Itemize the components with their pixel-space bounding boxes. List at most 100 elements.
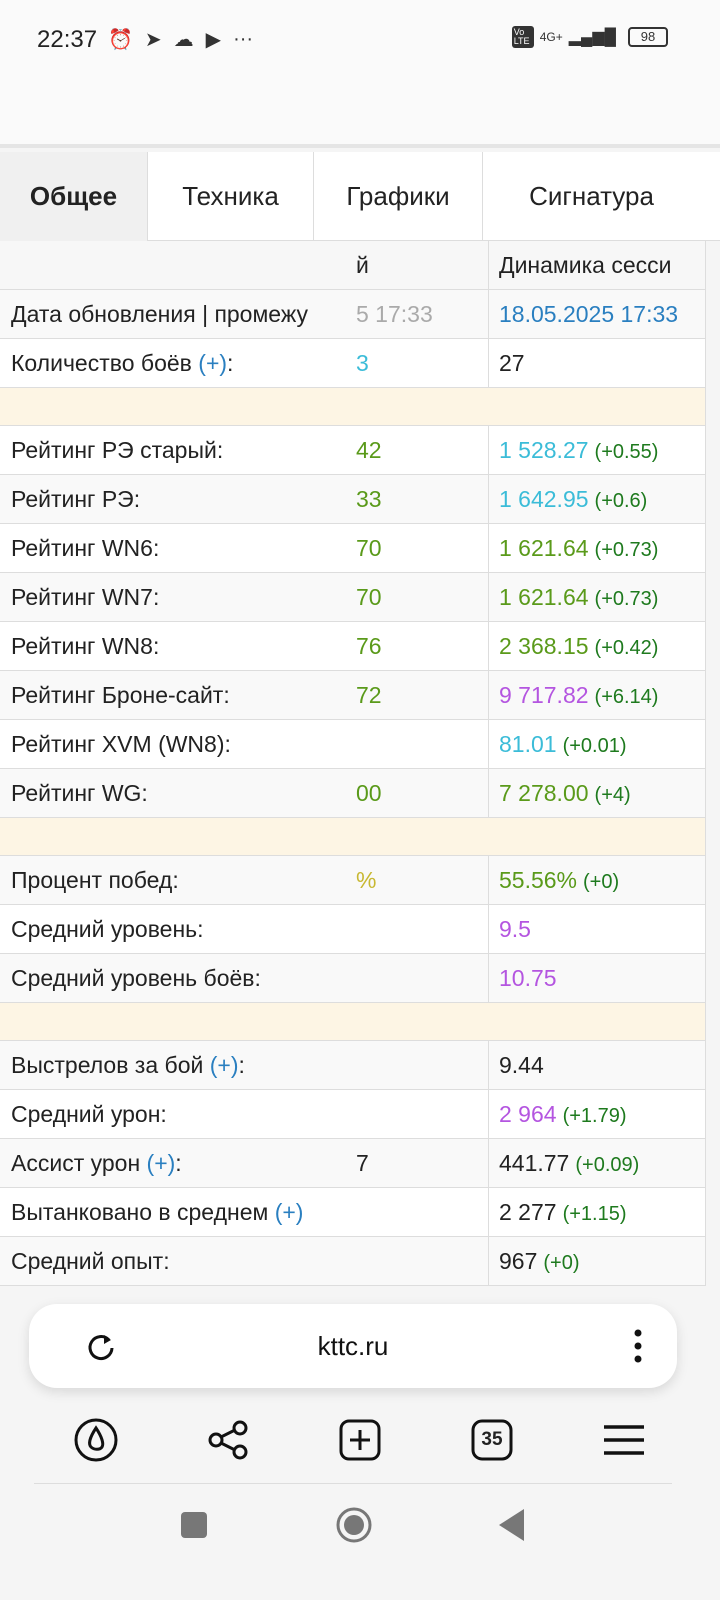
delta: (+0.09): [575, 1154, 640, 1176]
tabs-button[interactable]: 35: [462, 1410, 522, 1470]
back-button[interactable]: [498, 1508, 526, 1542]
delta: (+0): [543, 1252, 580, 1274]
value: 441.77: [499, 1150, 570, 1176]
more-notifications-icon: ···: [233, 28, 254, 50]
delta: (+0.01): [562, 735, 627, 757]
value: 1 621.64: [499, 535, 589, 561]
value: 1 528.27: [499, 437, 589, 463]
tab-signature[interactable]: Сигнатура: [529, 181, 654, 211]
row-session-value: 2 277 (+1.15): [488, 1188, 705, 1236]
alarm-icon: ⏰: [108, 29, 133, 51]
volte-icon: Vo LTE: [511, 26, 534, 48]
new-tab-button[interactable]: [330, 1410, 390, 1470]
row-label: Средний опыт:: [11, 1248, 170, 1274]
telegram-icon: ➤: [144, 29, 162, 51]
alice-assistant-button[interactable]: [66, 1410, 126, 1470]
row-label: Дата обновления | промежу: [11, 301, 308, 327]
row-mid-value: 70: [356, 584, 382, 610]
tab-charts[interactable]: Графики: [314, 152, 483, 241]
table-row: Рейтинг РЭ старый: 42 1 528.27 (+0.55): [0, 426, 705, 475]
hamburger-menu-button[interactable]: [594, 1410, 654, 1470]
header-session: Динамика сесси: [488, 241, 705, 289]
delta: (+1.15): [562, 1203, 627, 1225]
reload-icon[interactable]: [85, 1331, 117, 1363]
youtube-icon: ▶: [205, 29, 222, 51]
share-button[interactable]: [198, 1410, 258, 1470]
row-label: Вытанковано в среднем (+): [11, 1199, 304, 1225]
row-session-value: 9.5: [488, 905, 705, 953]
row-mid-value: 76: [356, 633, 382, 659]
value: 9.5: [499, 916, 531, 942]
table-row: Средний опыт: 967 (+0): [0, 1237, 705, 1286]
tab-general[interactable]: Общее: [0, 152, 148, 241]
row-session-value: 1 621.64 (+0.73): [488, 524, 705, 572]
row-session-value: 441.77 (+0.09): [488, 1139, 705, 1187]
expand-link[interactable]: (+): [209, 1052, 239, 1078]
menu-dots-icon[interactable]: [633, 1328, 643, 1364]
table-row: Средний уровень: 9.5: [0, 905, 705, 954]
status-bar: 22:37 ⏰ ➤ ☁ ▶ ··· Vo LTE 4G+ ▂▄▆█ 98: [0, 0, 720, 62]
battery-icon: 98: [628, 27, 668, 47]
network-type: 4G+: [539, 30, 563, 44]
row-session-value: 18.05.2025 17:33: [488, 290, 705, 338]
delta: (+1.79): [562, 1105, 627, 1127]
row-label: Рейтинг WN8:: [11, 633, 160, 659]
row-session-value: 2 964 (+1.79): [488, 1090, 705, 1138]
delta: (+0.42): [594, 637, 659, 659]
value: 55.56%: [499, 867, 578, 893]
divider: [34, 1483, 672, 1484]
table-row: Процент побед:% 55.56% (+0): [0, 856, 705, 905]
row-session-value: 9.44: [488, 1041, 705, 1089]
row-session-value: 27: [488, 339, 705, 387]
row-session-value: 81.01 (+0.01): [488, 720, 705, 768]
tab-vehicles[interactable]: Техника: [148, 152, 314, 241]
value: 7 278.00: [499, 780, 589, 806]
value: 10.75: [499, 965, 557, 991]
alice-icon: [74, 1418, 118, 1462]
hamburger-icon: [604, 1425, 644, 1455]
value: 9 717.82: [499, 682, 589, 708]
header-mid: й: [356, 252, 369, 278]
row-label: Ассист урон (+):: [11, 1150, 182, 1176]
table-row: Рейтинг Броне-сайт: 72 9 717.82 (+6.14): [0, 671, 705, 720]
row-session-value: 967 (+0): [488, 1237, 705, 1285]
table-row: Рейтинг WN7: 70 1 621.64 (+0.73): [0, 573, 705, 622]
value: 2 964: [499, 1101, 557, 1127]
expand-link[interactable]: (+): [274, 1199, 304, 1225]
value: 27: [499, 350, 525, 376]
table-row: Ассист урон (+): 7 441.77 (+0.09): [0, 1139, 705, 1188]
url-text[interactable]: kttc.ru: [317, 1331, 389, 1361]
delta: (+0.6): [594, 490, 648, 512]
table-row: Количество боёв (+): 3 27: [0, 339, 705, 388]
table-row: Выстрелов за бой (+): 9.44: [0, 1041, 705, 1090]
table-row: Вытанковано в среднем (+) 2 277 (+1.15): [0, 1188, 705, 1237]
signal-icon: ▂▄▆█: [568, 29, 616, 46]
home-button[interactable]: [336, 1507, 372, 1543]
row-mid-value: 72: [356, 682, 382, 708]
address-bar[interactable]: kttc.ru: [29, 1304, 677, 1388]
expand-link[interactable]: (+): [146, 1150, 176, 1176]
row-session-value: 55.56% (+0): [488, 856, 705, 904]
table-row: Рейтинг WN6: 70 1 621.64 (+0.73): [0, 524, 705, 573]
delta: (+0): [583, 871, 620, 893]
table-header: й Динамика сесси: [0, 241, 705, 290]
row-mid-value: 42: [356, 437, 382, 463]
tab-bar: Общее Техника Графики Сигнатура: [0, 152, 720, 241]
row-session-value: 9 717.82 (+6.14): [488, 671, 705, 719]
recents-button[interactable]: [180, 1511, 208, 1539]
section-spacer: [0, 818, 705, 856]
value: 2 277: [499, 1199, 557, 1225]
row-mid-value: %: [356, 867, 377, 893]
row-mid-value: 33: [356, 486, 382, 512]
value: 9.44: [499, 1052, 544, 1078]
value: 1 621.64: [499, 584, 589, 610]
tab-count: 35: [481, 1429, 503, 1450]
row-label: Средний урон:: [11, 1101, 167, 1127]
delta: (+0.73): [594, 539, 659, 561]
expand-link[interactable]: (+): [198, 350, 228, 376]
row-label: Рейтинг РЭ старый:: [11, 437, 224, 463]
delta: (+0.55): [594, 441, 659, 463]
value: 81.01: [499, 731, 557, 757]
table-row: Рейтинг РЭ: 33 1 642.95 (+0.6): [0, 475, 705, 524]
row-label: Средний уровень боёв:: [11, 965, 261, 991]
